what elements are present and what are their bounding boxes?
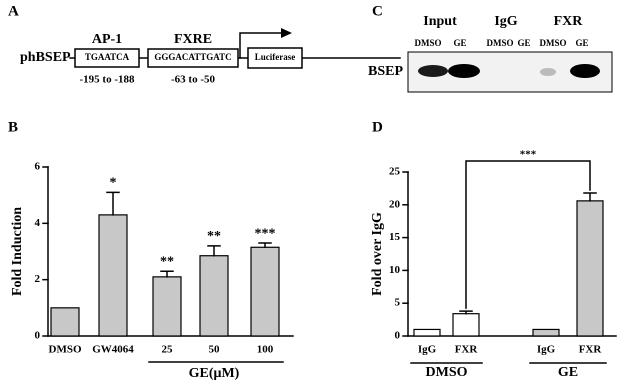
bar [576, 200, 604, 337]
y-tick-label: 0 [35, 330, 41, 342]
group-label: DMSO [426, 365, 468, 380]
x-tick-label: 50 [209, 344, 221, 356]
reporter-label: Luciferase [255, 52, 296, 62]
significance: ** [207, 229, 221, 244]
x-tick-label: FXR [579, 344, 603, 356]
x-tick-label: IgG [537, 344, 556, 356]
y-tick-label: 2 [35, 273, 41, 285]
y-tick-label: 10 [389, 264, 401, 276]
panel-letter: A [8, 3, 19, 19]
bar [532, 328, 560, 337]
error-bar [258, 242, 272, 249]
bar [199, 255, 229, 337]
x-tick-label: IgG [418, 344, 437, 356]
significance: * [110, 176, 117, 191]
y-tick-label: 6 [35, 161, 41, 173]
site-pos: -63 to -50 [171, 74, 215, 86]
reporter-box [247, 47, 303, 69]
gel-band [448, 64, 480, 78]
panel-letter: D [372, 119, 383, 135]
bar [152, 276, 182, 337]
y-tick-label: 5 [395, 297, 401, 309]
y-tick-label: 15 [389, 231, 401, 243]
bar [250, 246, 280, 337]
y-axis-title: Fold over IgG [370, 212, 385, 296]
y-tick-label: 4 [35, 217, 41, 229]
y-tick-label: 0 [395, 330, 401, 342]
bar [50, 307, 80, 337]
error-bar [583, 192, 597, 202]
lane-label: DMSO [415, 38, 442, 48]
gel-band [540, 68, 556, 76]
lane-label: DMSO [487, 38, 514, 48]
error-bar [459, 310, 473, 315]
panel-letter: B [8, 119, 18, 135]
x-tick-label: 25 [162, 344, 174, 356]
group-label: GE [558, 365, 578, 380]
y-axis-title: Fold Induction [10, 207, 25, 296]
error-bar [106, 191, 120, 216]
site-name: FXRE [174, 32, 212, 47]
x-tick-label: 100 [257, 344, 274, 356]
error-bar [160, 270, 174, 278]
lane-label: GE [453, 38, 466, 48]
x-tick-label: GW4064 [92, 344, 134, 356]
site-seq: TGAATCA [85, 52, 130, 62]
bar [413, 328, 441, 337]
row-label: BSEP [368, 64, 403, 79]
gel-band [570, 64, 600, 78]
site-box [74, 48, 140, 68]
panel-c: C Input IgG FXR DMSO GE DMSO GE DMSO GE … [368, 3, 613, 93]
group-label: Input [423, 14, 457, 29]
gel-band [418, 65, 448, 77]
error-bar [207, 245, 221, 257]
significance: *** [255, 226, 276, 241]
group-label: GE(μM) [189, 366, 240, 381]
site-name: AP-1 [92, 32, 122, 47]
site-box [147, 48, 239, 68]
panel-letter: C [372, 3, 383, 19]
x-tick-label: DMSO [49, 344, 82, 356]
arrow-head [281, 28, 292, 38]
panel-a: A phBSEP AP-1 TGAATCA -195 to -188 FXRE … [8, 3, 401, 86]
comparison-label: *** [520, 149, 537, 161]
group-label: FXR [554, 14, 584, 29]
site-pos: -195 to -188 [80, 74, 135, 86]
y-tick-label: 25 [389, 166, 401, 178]
lane-label: GE [575, 38, 588, 48]
comparison-bracket [465, 160, 591, 309]
bar [98, 214, 128, 337]
promoter-label: phBSEP [20, 50, 71, 65]
tss-arrow [239, 32, 286, 59]
bar [452, 313, 480, 337]
site-seq: GGGACATTGATC [154, 52, 231, 62]
y-tick-label: 20 [389, 198, 401, 210]
lane-label: GE [517, 38, 530, 48]
group-label: IgG [494, 14, 517, 29]
x-tick-label: FXR [455, 344, 479, 356]
lane-label: DMSO [540, 38, 567, 48]
significance: ** [160, 254, 174, 269]
